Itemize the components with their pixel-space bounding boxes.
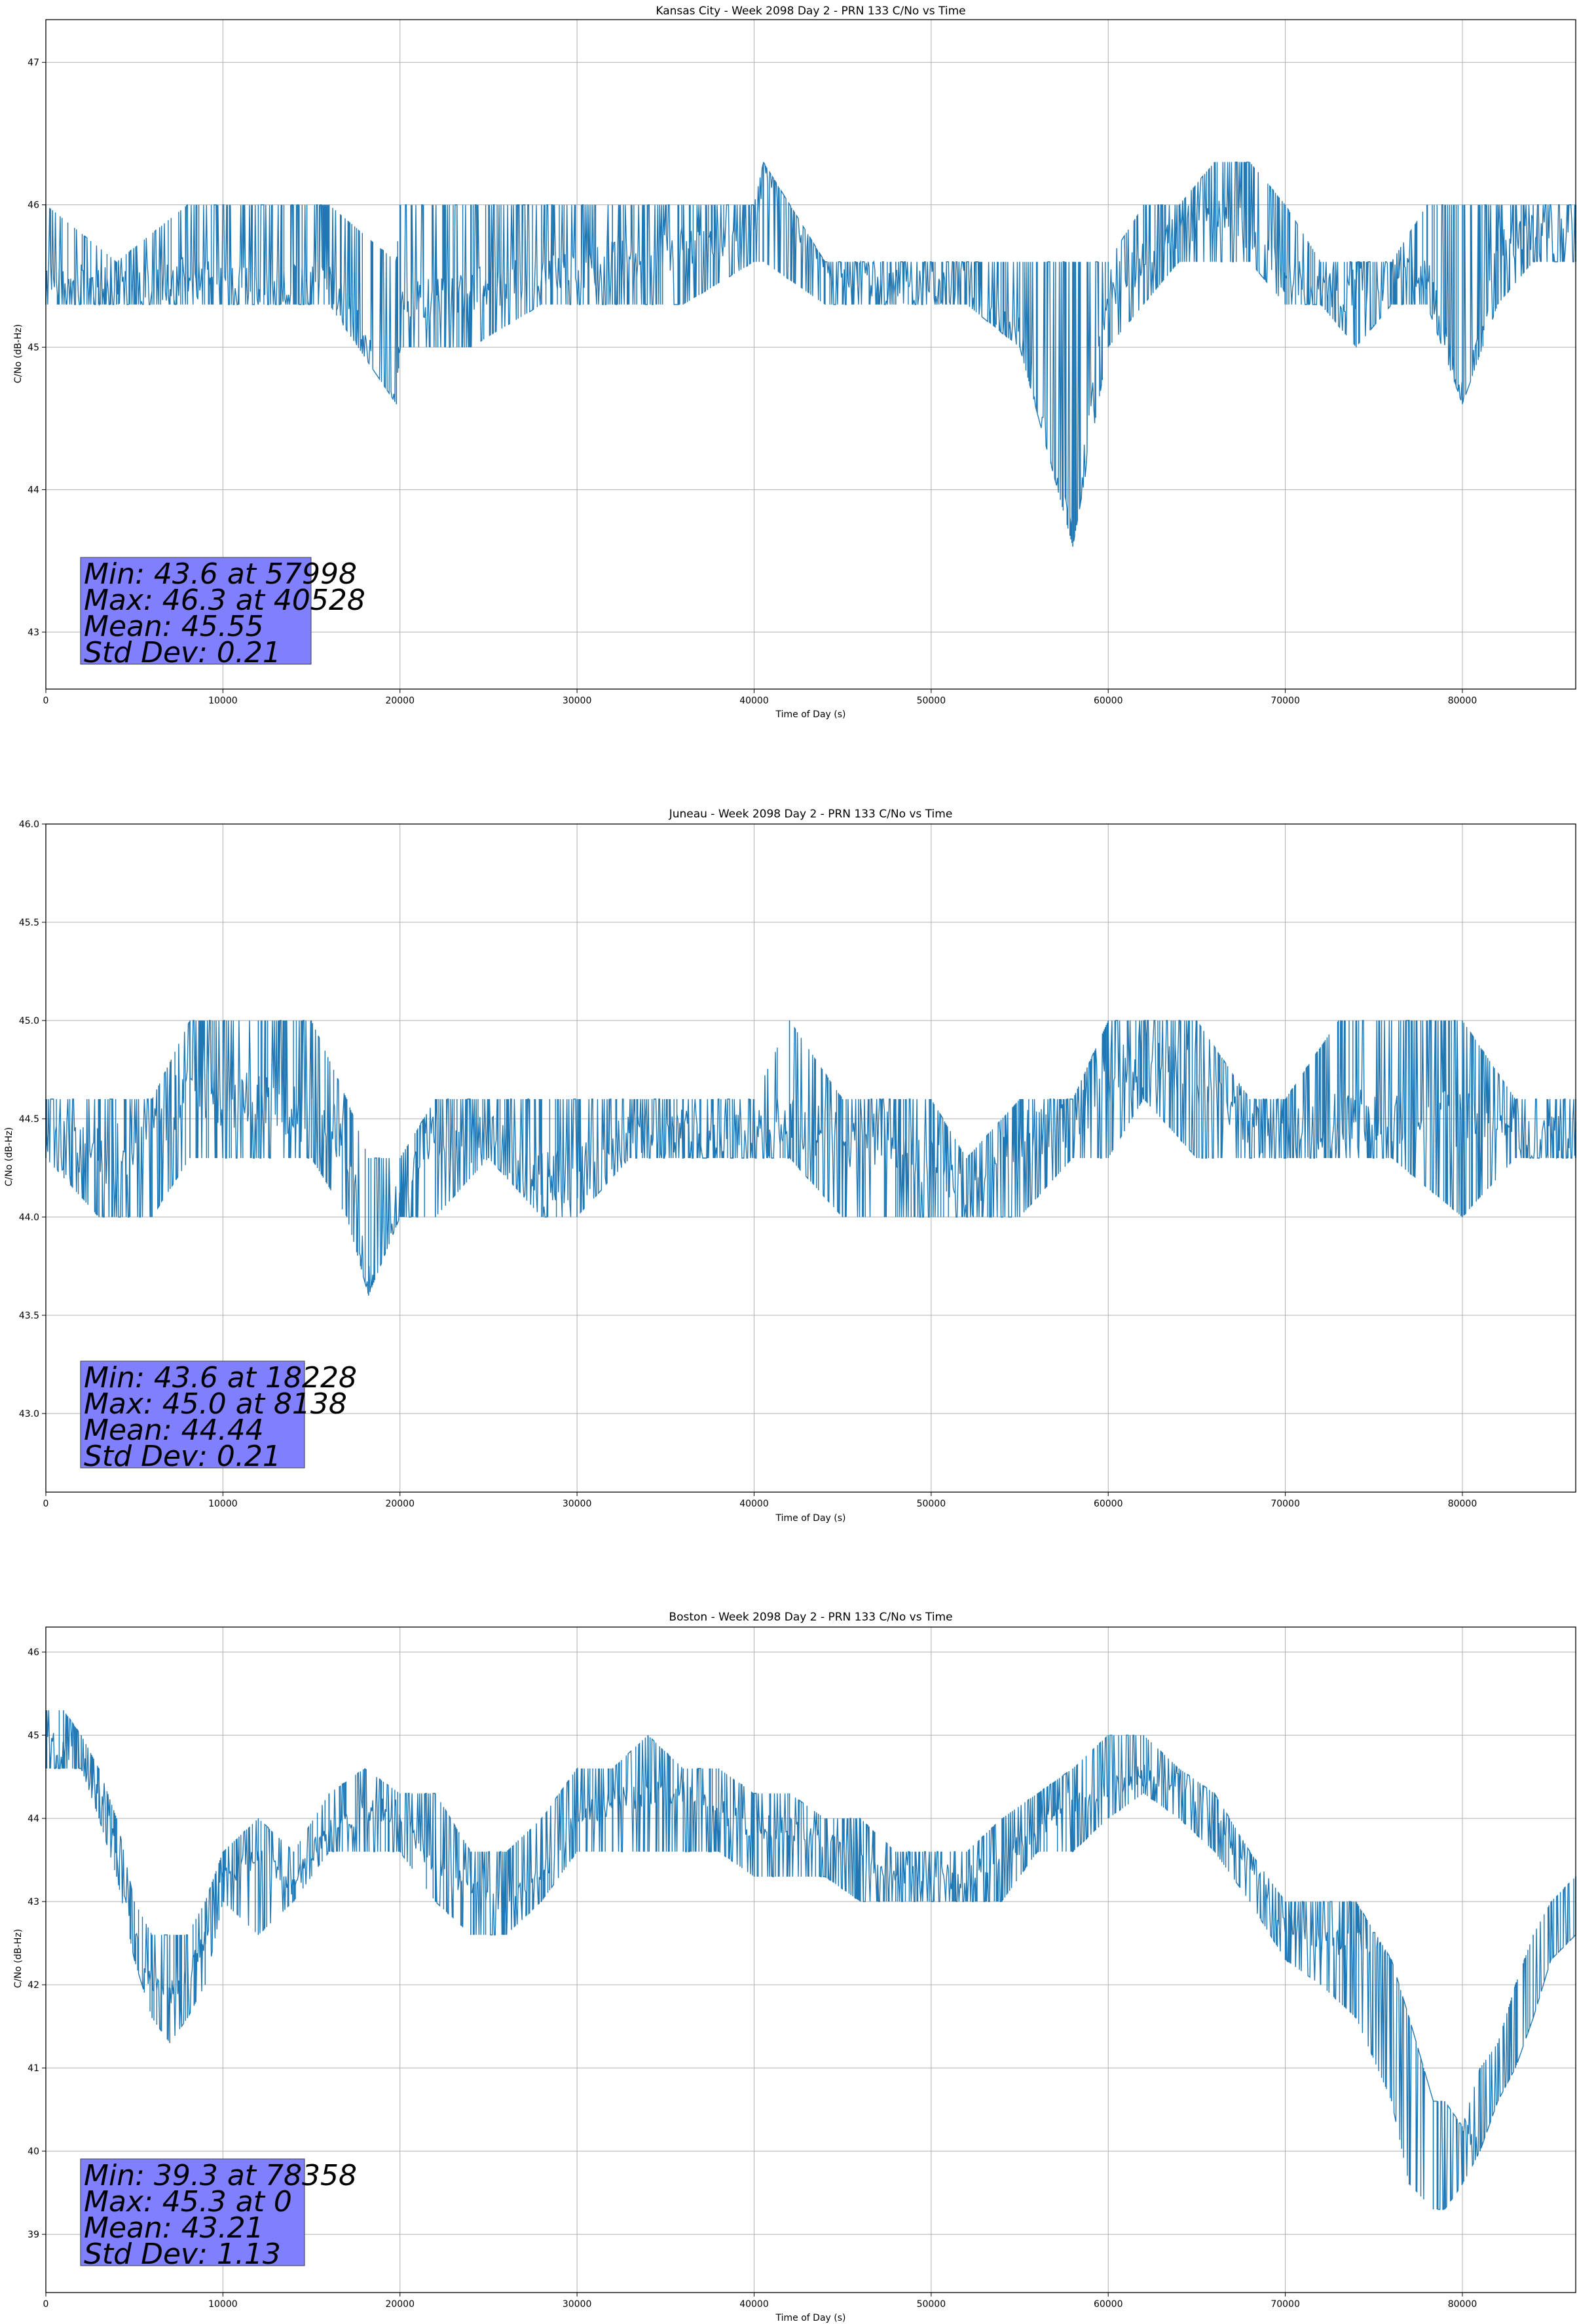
y-tick-label: 43	[28, 628, 39, 638]
x-tick-label: 50000	[917, 1499, 946, 1509]
y-tick-label: 45.5	[19, 918, 39, 928]
stats-mean: Mean: 43.21	[84, 2211, 264, 2245]
x-tick-label: 30000	[563, 2299, 592, 2310]
chart-panel-kansas-city: Kansas City - Week 2098 Day 2 - PRN 133 …	[13, 5, 1576, 720]
stats-max: Max: 46.3 at 40528	[84, 584, 365, 617]
y-tick-label: 46	[28, 200, 39, 211]
x-tick-label: 70000	[1271, 1499, 1300, 1509]
stats-min: Min: 39.3 at 78358	[84, 2159, 357, 2192]
x-tick-label: 50000	[917, 696, 946, 706]
y-tick-label: 46	[28, 1647, 39, 1658]
x-tick-label: 10000	[208, 696, 238, 706]
x-tick-label: 0	[43, 2299, 49, 2310]
chart-title: Boston - Week 2098 Day 2 - PRN 133 C/No …	[669, 1611, 952, 1624]
x-axis-label: Time of Day (s)	[775, 2313, 846, 2323]
axis-ticks: 0 10000 20000 30000 40000 50000 60000 70000 8000…	[19, 819, 1477, 1509]
x-tick-label: 70000	[1271, 2299, 1300, 2310]
x-tick-label: 60000	[1094, 1499, 1123, 1509]
stats-min: Min: 43.6 at 57998	[84, 557, 357, 591]
chart-title: Kansas City - Week 2098 Day 2 - PRN 133 …	[656, 5, 965, 18]
series-line	[45, 161, 1576, 543]
axis-ticks: 0 10000 20000 30000 40000 50000 60000 70000 8000…	[28, 1647, 1477, 2310]
x-tick-label: 80000	[1448, 696, 1477, 706]
y-tick-label: 40	[28, 2146, 39, 2157]
axis-ticks: 0 10000 20000 30000 40000 50000 60000 70000 8000…	[28, 58, 1477, 706]
x-tick-label: 30000	[563, 1499, 592, 1509]
series-lines	[45, 1710, 1576, 2210]
x-tick-label: 10000	[208, 2299, 238, 2310]
x-tick-label: 20000	[385, 2299, 415, 2310]
y-tick-label: 45	[28, 1731, 39, 1741]
x-tick-label: 30000	[563, 696, 592, 706]
chart-panel-juneau: Juneau - Week 2098 Day 2 - PRN 133 C/No …	[4, 808, 1576, 1524]
x-tick-label: 20000	[385, 696, 415, 706]
stats-min: Min: 43.6 at 18228	[84, 1361, 357, 1395]
x-tick-label: 80000	[1448, 2299, 1477, 2310]
x-tick-label: 40000	[739, 696, 769, 706]
chart-title: Juneau - Week 2098 Day 2 - PRN 133 C/No …	[669, 808, 953, 821]
y-axis-label: C/No (dB-Hz)	[4, 1127, 14, 1186]
stats-max: Max: 45.3 at 0	[84, 2185, 292, 2219]
series-line	[45, 1020, 1576, 1294]
y-tick-label: 43.5	[19, 1311, 39, 1321]
y-tick-label: 46.0	[19, 819, 39, 830]
stats-box	[80, 2158, 305, 2266]
y-tick-label: 44.0	[19, 1212, 39, 1223]
stats-mean: Mean: 45.55	[84, 610, 264, 643]
y-tick-label: 44	[28, 485, 39, 496]
grid-lines	[45, 1627, 1576, 2293]
x-tick-label: 40000	[739, 1499, 769, 1509]
y-axis-label: C/No (dB-Hz)	[13, 1929, 24, 1988]
stats-box	[80, 557, 312, 665]
x-tick-label: 70000	[1271, 696, 1300, 706]
plot-frame	[45, 823, 1576, 1493]
y-tick-label: 42	[28, 1980, 39, 1991]
stats-mean: Mean: 44.44	[84, 1414, 264, 1447]
y-tick-label: 47	[28, 58, 39, 68]
x-tick-label: 50000	[917, 2299, 946, 2310]
y-tick-label: 45.0	[19, 1016, 39, 1026]
stats-std-dev: Std Dev: 0.21	[84, 636, 281, 669]
series-line	[45, 1710, 1576, 2210]
y-tick-label: 45	[28, 343, 39, 353]
y-tick-label: 39	[28, 2230, 39, 2240]
series-lines	[45, 1020, 1576, 1296]
chart-panel-boston: Boston - Week 2098 Day 2 - PRN 133 C/No …	[13, 1611, 1576, 2323]
plot-frame	[45, 19, 1576, 690]
stats-std-dev: Std Dev: 1.13	[84, 2238, 281, 2271]
y-axis-label: C/No (dB-Hz)	[13, 324, 24, 383]
x-tick-label: 60000	[1094, 2299, 1123, 2310]
stats-max: Max: 45.0 at 8138	[84, 1387, 347, 1421]
y-tick-label: 44	[28, 1814, 39, 1824]
y-tick-label: 43.0	[19, 1409, 39, 1419]
stats-std-dev: Std Dev: 0.21	[84, 1440, 281, 1473]
plot-frame	[45, 1626, 1576, 2293]
stats-box	[80, 1360, 305, 1469]
x-tick-label: 20000	[385, 1499, 415, 1509]
x-tick-label: 80000	[1448, 1499, 1477, 1509]
x-tick-label: 40000	[739, 2299, 769, 2310]
x-tick-label: 10000	[208, 1499, 238, 1509]
x-tick-label: 0	[43, 1499, 49, 1509]
x-axis-label: Time of Day (s)	[775, 1513, 846, 1524]
x-tick-label: 0	[43, 696, 49, 706]
y-tick-label: 44.5	[19, 1114, 39, 1125]
y-tick-label: 43	[28, 1897, 39, 1907]
x-axis-label: Time of Day (s)	[775, 709, 846, 720]
y-tick-label: 41	[28, 2063, 39, 2074]
x-tick-label: 60000	[1094, 696, 1123, 706]
